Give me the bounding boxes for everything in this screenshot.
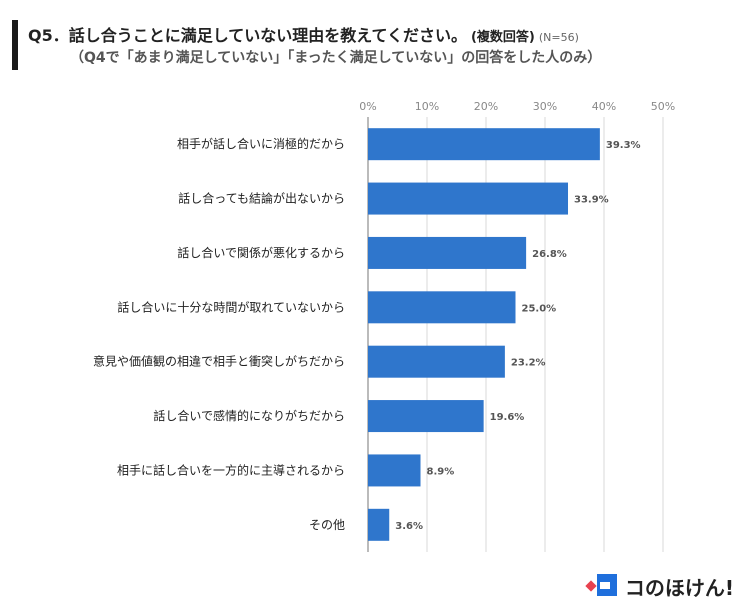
title-main: Q5．話し合うことに満足していない理由を教えてください。 bbox=[28, 26, 467, 45]
data-label: 19.6% bbox=[490, 412, 525, 423]
tick-label: 40% bbox=[592, 100, 616, 113]
data-label: 25.0% bbox=[522, 303, 557, 314]
data-label: 23.2% bbox=[511, 358, 546, 369]
data-label: 26.8% bbox=[532, 249, 567, 260]
bar bbox=[368, 236, 527, 269]
bar bbox=[368, 400, 484, 433]
data-label: 3.6% bbox=[395, 521, 423, 532]
tick-label: 0% bbox=[359, 100, 376, 113]
category-label: 話し合っても結論が出ないから bbox=[178, 191, 345, 206]
data-label: 8.9% bbox=[427, 466, 455, 477]
title-accent-bar bbox=[12, 20, 18, 70]
chart-title: Q5．話し合うことに満足していない理由を教えてください。 (複数回答) (N=56) bbox=[28, 22, 579, 46]
category-label: 話し合いに十分な時間が取れていないから bbox=[117, 299, 345, 314]
bar bbox=[368, 128, 600, 161]
logo-text: コのほけん! bbox=[624, 575, 734, 600]
bar bbox=[368, 454, 421, 487]
sample-size: (N=56) bbox=[538, 31, 579, 44]
tick-label: 20% bbox=[474, 100, 498, 113]
bar bbox=[368, 182, 569, 215]
category-label: 話し合いで関係が悪化するから bbox=[177, 245, 345, 260]
tick-label: 30% bbox=[533, 100, 557, 113]
data-label: 33.9% bbox=[574, 195, 609, 206]
category-label: 相手が話し合いに消極的だから bbox=[177, 136, 345, 151]
category-label: 意見や価値観の相違で相手と衝突しがちだから bbox=[93, 354, 345, 369]
tick-label: 10% bbox=[415, 100, 439, 113]
chart-subtitle: （Q4で「あまり満足していない」「まったく満足していない」の回答をした人のみ） bbox=[70, 50, 602, 66]
category-label: 話し合いで感情的になりがちだから bbox=[153, 408, 345, 423]
bar bbox=[368, 291, 516, 324]
tick-label: 50% bbox=[651, 100, 675, 113]
data-label: 39.3% bbox=[606, 140, 641, 151]
category-label: その他 bbox=[309, 518, 345, 532]
bar bbox=[368, 508, 390, 541]
title-suffix: (複数回答) bbox=[470, 30, 535, 45]
category-label: 相手に話し合いを一方的に主導されるから bbox=[117, 462, 345, 477]
logo-mark-icon bbox=[585, 572, 617, 600]
brand-logo: コのほけん! bbox=[585, 571, 734, 601]
bar bbox=[368, 345, 505, 378]
